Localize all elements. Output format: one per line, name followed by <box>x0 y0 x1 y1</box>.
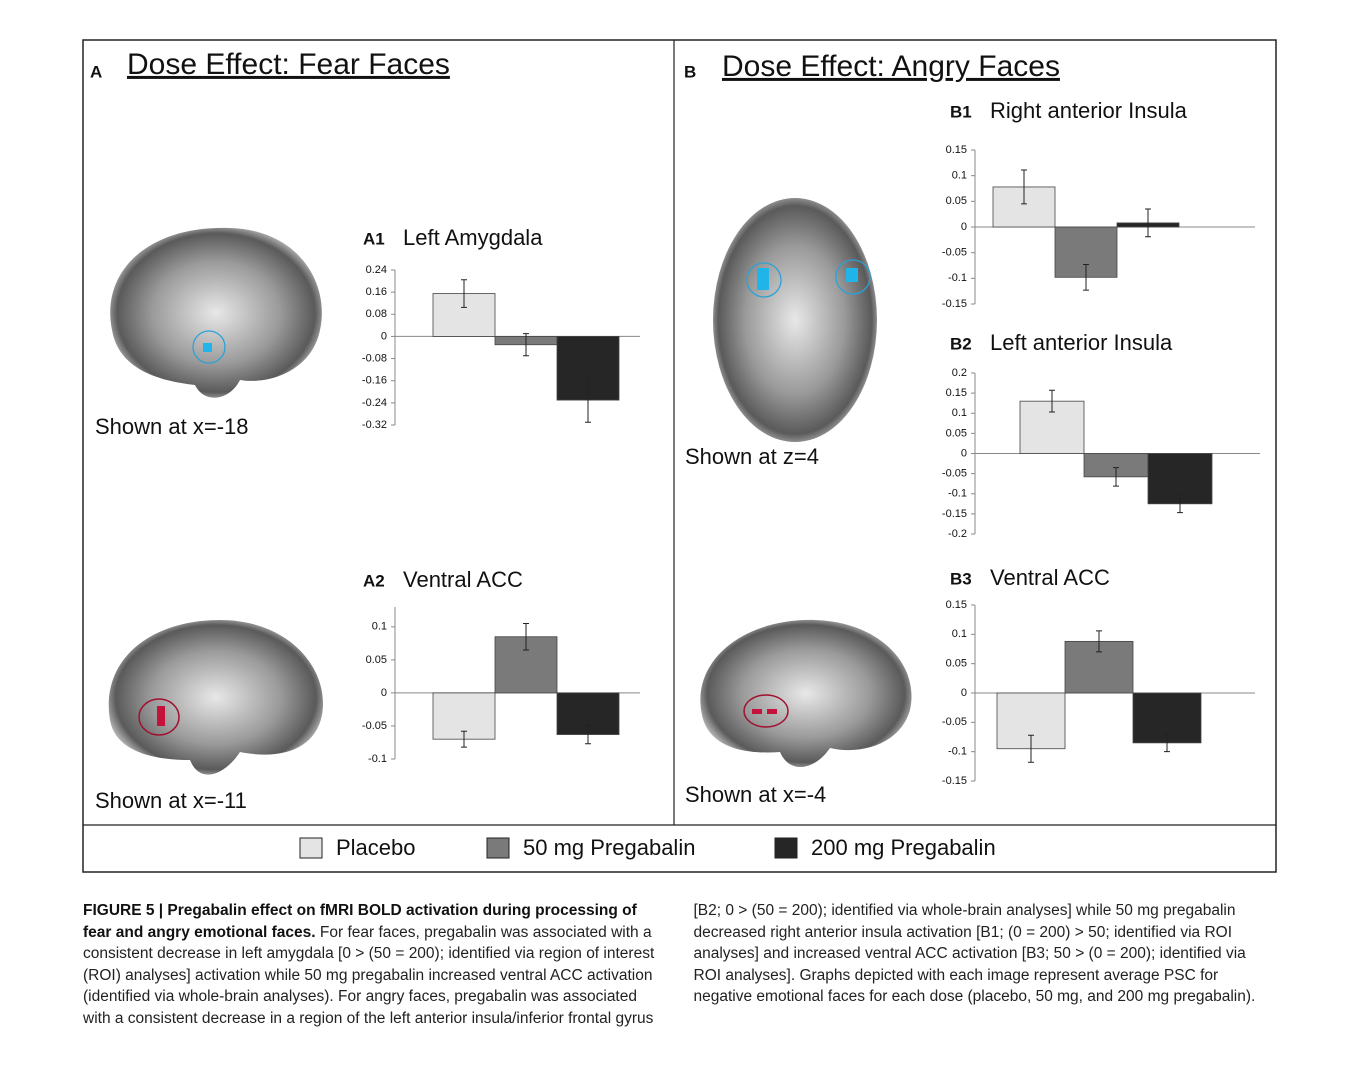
y-tick-label: 0.1 <box>952 170 967 182</box>
y-tick-label: -0.1 <box>368 753 387 765</box>
brain-image <box>110 228 322 398</box>
y-tick-label: 0.05 <box>946 658 967 670</box>
legend-swatch <box>487 838 509 858</box>
y-tick-label: 0.1 <box>372 621 387 633</box>
caption-text: For fear faces, pregabalin was associate… <box>83 902 1255 1027</box>
legend-swatch <box>300 838 322 858</box>
brain-image <box>713 198 877 442</box>
y-tick-label: 0.24 <box>366 264 387 276</box>
legend-label: 50 mg Pregabalin <box>523 835 695 860</box>
legend-swatch <box>775 838 797 858</box>
y-tick-label: -0.15 <box>942 775 967 787</box>
y-tick-label: -0.16 <box>362 375 387 387</box>
y-tick-label: -0.1 <box>948 272 967 284</box>
y-tick-label: 0.05 <box>946 427 967 439</box>
y-tick-label: 0.15 <box>946 387 967 399</box>
slice-label: Shown at z=4 <box>685 444 819 469</box>
y-tick-label: -0.05 <box>942 716 967 728</box>
y-tick-label: -0.05 <box>362 720 387 732</box>
y-tick-label: -0.08 <box>362 352 387 364</box>
panel-letter: A <box>90 62 102 81</box>
y-tick-label: -0.1 <box>948 488 967 500</box>
chart-title: Ventral ACC <box>403 567 523 592</box>
slice-label: Shown at x=-11 <box>95 788 247 813</box>
y-tick-label: -0.05 <box>942 468 967 480</box>
panel-title: Dose Effect: Fear Faces <box>127 48 450 81</box>
y-tick-label: -0.2 <box>948 528 967 540</box>
y-tick-label: 0.1 <box>952 407 967 419</box>
y-tick-label: -0.24 <box>362 397 387 409</box>
chart-label: B1 <box>950 102 972 121</box>
y-tick-label: -0.05 <box>942 247 967 259</box>
chart-title: Left Amygdala <box>403 225 543 250</box>
chart-label: B2 <box>950 334 972 353</box>
y-tick-label: 0 <box>381 687 387 699</box>
y-tick-label: -0.15 <box>942 508 967 520</box>
legend-label: 200 mg Pregabalin <box>811 835 996 860</box>
brain-image <box>700 620 911 767</box>
slice-label: Shown at x=-18 <box>95 414 248 439</box>
chart-label: A2 <box>363 571 385 590</box>
y-tick-label: 0 <box>961 687 967 699</box>
page: A Dose Effect: Fear Faces B Dose Effect:… <box>0 0 1356 1091</box>
y-tick-label: 0.05 <box>946 195 967 207</box>
y-tick-label: -0.15 <box>942 298 967 310</box>
figure: A Dose Effect: Fear Faces B Dose Effect:… <box>0 0 1356 890</box>
chart-title: Left anterior Insula <box>990 330 1173 355</box>
y-tick-label: 0.05 <box>366 654 387 666</box>
brain-image <box>109 620 323 775</box>
chart-label: B3 <box>950 569 972 588</box>
y-tick-label: 0 <box>381 330 387 342</box>
y-tick-label: 0.16 <box>366 286 387 298</box>
y-tick-label: 0.08 <box>366 308 387 320</box>
chart-title: Right anterior Insula <box>990 98 1188 123</box>
caption: FIGURE 5 | Pregabalin effect on fMRI BOL… <box>83 900 1276 1029</box>
chart-label: A1 <box>363 229 385 248</box>
panel-title: Dose Effect: Angry Faces <box>722 50 1060 83</box>
slice-label: Shown at x=-4 <box>685 782 826 807</box>
chart-title: Ventral ACC <box>990 565 1110 590</box>
y-tick-label: 0.15 <box>946 144 967 156</box>
y-tick-label: 0.2 <box>952 367 967 379</box>
y-tick-label: 0.15 <box>946 599 967 611</box>
y-tick-label: 0.1 <box>952 628 967 640</box>
legend-label: Placebo <box>336 835 416 860</box>
y-tick-label: 0 <box>961 447 967 459</box>
panel-letter: B <box>684 62 696 81</box>
y-tick-label: 0 <box>961 221 967 233</box>
y-tick-label: -0.1 <box>948 746 967 758</box>
y-tick-label: -0.32 <box>362 419 387 431</box>
